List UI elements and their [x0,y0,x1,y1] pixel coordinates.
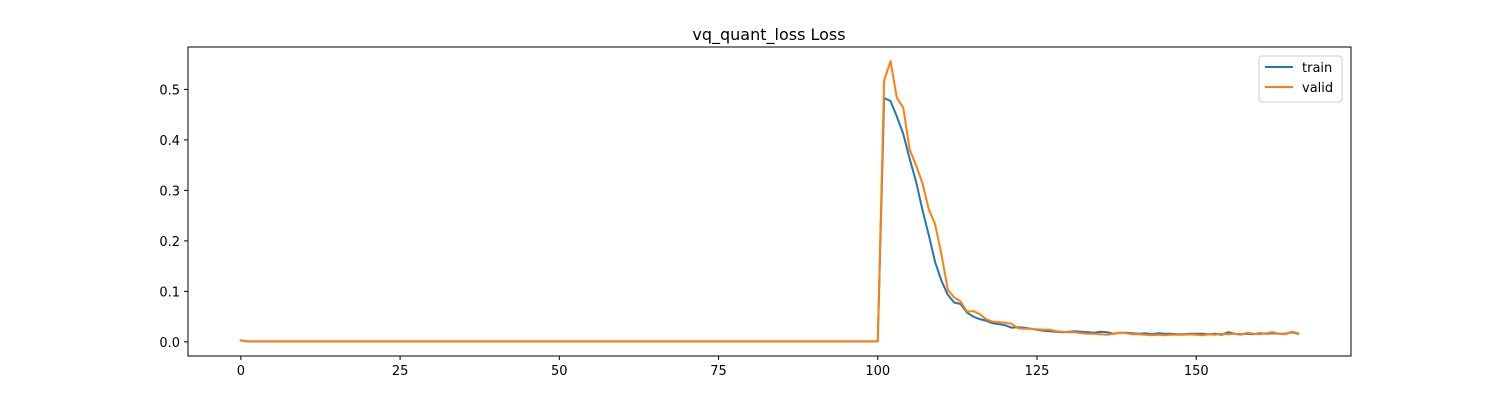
y-tick-label: 0.1 [159,285,180,300]
y-tick-label: 0.4 [159,134,180,149]
legend: train valid [1258,55,1343,103]
x-tick-label: 50 [551,364,568,379]
series-line-valid [239,60,1300,343]
y-tick-label: 0.3 [159,184,180,199]
legend-label-valid: valid [1302,81,1333,96]
y-tick-label: 0.0 [159,336,180,351]
y-tick-label: 0.2 [159,235,180,250]
y-tick-label: 0.5 [159,83,180,98]
legend-label-train: train [1302,61,1332,76]
x-tick-label: 25 [392,364,409,379]
x-tick-label: 0 [237,364,245,379]
axes-frame [187,46,1352,357]
x-tick-label: 150 [1184,364,1209,379]
x-tick-label: 100 [865,364,890,379]
chart-title: vq_quant_loss Loss [692,25,845,45]
x-tick-label: 75 [710,364,727,379]
x-tick-label: 125 [1025,364,1050,379]
